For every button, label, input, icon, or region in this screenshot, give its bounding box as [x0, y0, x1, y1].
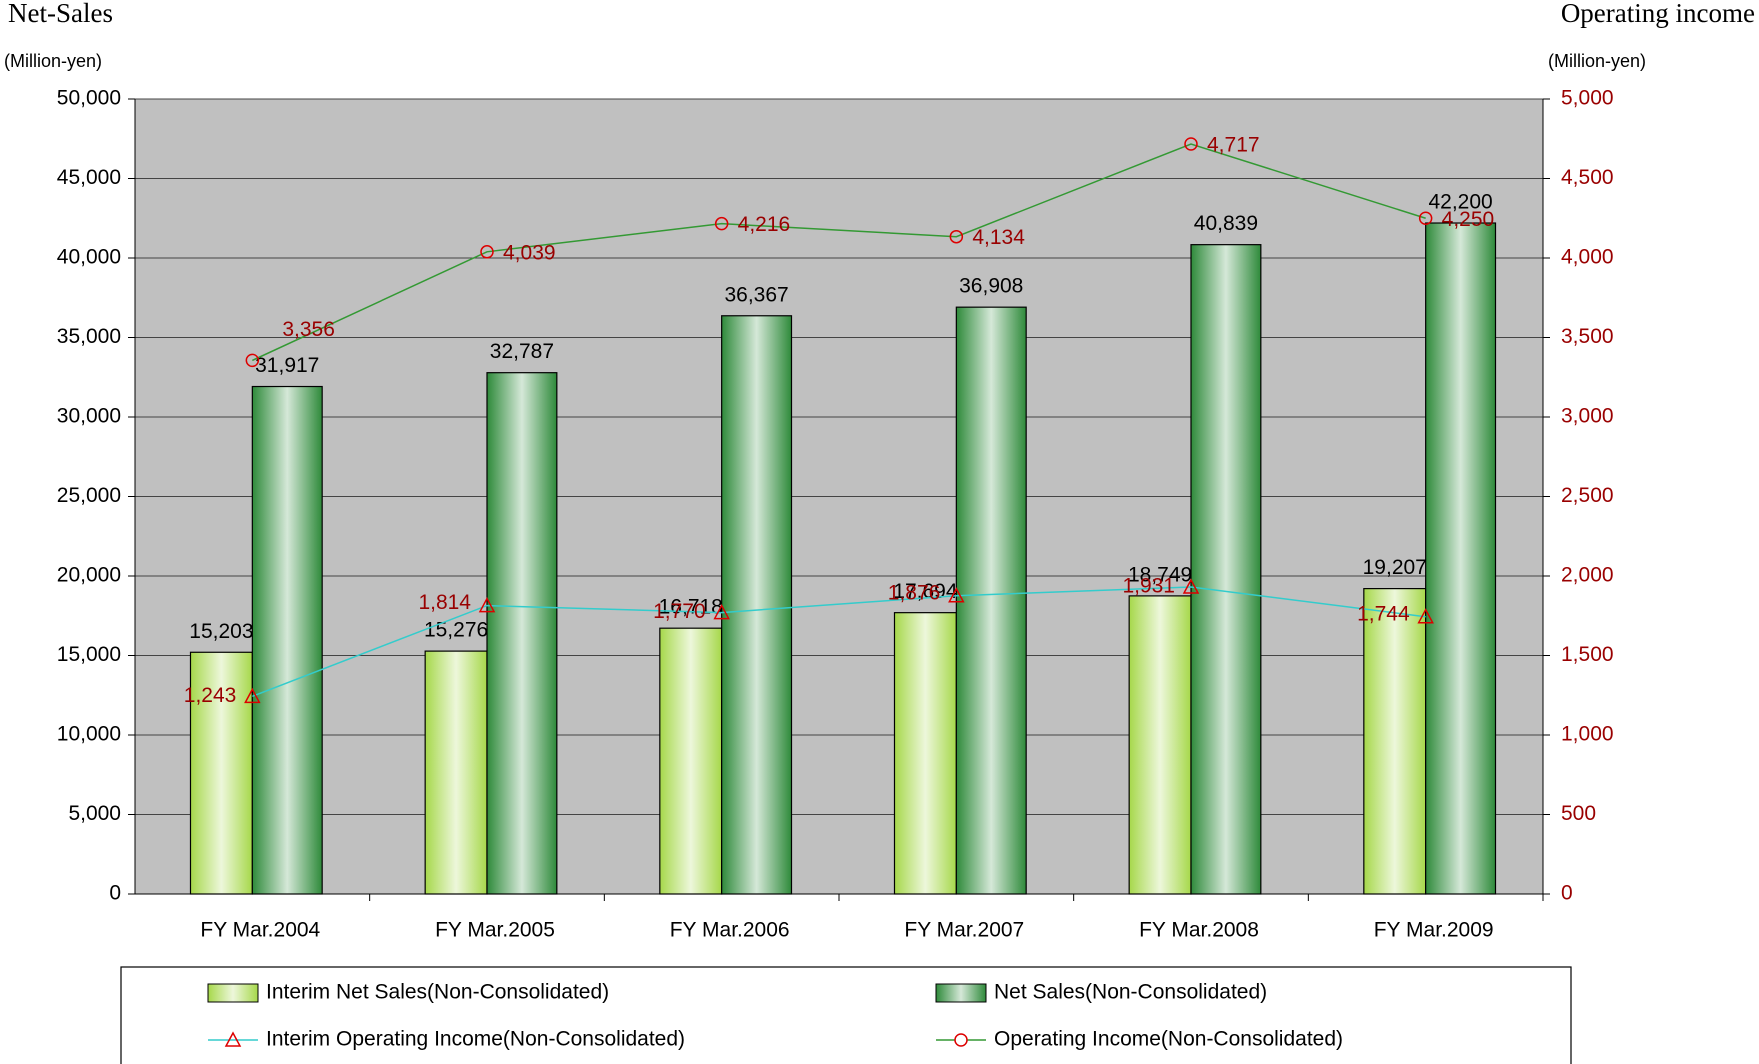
bar-value-label: 19,207: [1363, 556, 1427, 579]
line-value-label: 1,931: [1122, 575, 1175, 598]
line-value-label: 4,216: [738, 213, 791, 236]
line-value-label: 4,039: [503, 241, 556, 264]
legend-marker: [954, 1033, 968, 1047]
marker: [1417, 608, 1434, 624]
y-axis-unit: (Million-yen): [4, 51, 102, 71]
y2-tick-label: 2,000: [1561, 564, 1614, 587]
y2-tick-label: 3,500: [1561, 325, 1614, 348]
bar: [955, 306, 1027, 895]
legend-label: Interim Net Sales(Non-Consolidated): [266, 981, 609, 1004]
y-tick-label: 5,000: [68, 802, 121, 825]
bar-value-label: 36,367: [724, 283, 788, 306]
x-tick-label: FY Mar.2007: [904, 919, 1024, 942]
y-tick-label: 15,000: [57, 643, 121, 666]
y2-tick-label: 500: [1561, 802, 1596, 825]
line-value-label: 4,717: [1207, 134, 1260, 157]
marker: [245, 353, 260, 368]
line-value-label: 1,770: [653, 600, 706, 623]
line-value-label: 1,876: [888, 581, 941, 604]
line-value-label: 3,356: [282, 318, 335, 341]
y2-tick-label: 4,000: [1561, 246, 1614, 269]
line-value-label: 4,250: [1442, 208, 1495, 231]
y-axis-title: Net-Sales: [8, 0, 113, 28]
bar: [1363, 588, 1427, 895]
legend-marker: [224, 1031, 242, 1047]
x-tick-label: FY Mar.2004: [200, 919, 320, 942]
bar: [893, 612, 957, 895]
marker: [714, 216, 729, 231]
bar-value-label: 31,917: [255, 354, 319, 377]
legend-label: Net Sales(Non-Consolidated): [994, 981, 1267, 1004]
bar-value-label: 16,718: [659, 596, 723, 619]
bar-value-label: 36,908: [959, 275, 1023, 298]
bar: [486, 372, 558, 895]
bar: [1128, 595, 1192, 895]
y-tick-label: 25,000: [57, 484, 121, 507]
marker: [713, 603, 730, 620]
y2-tick-label: 0: [1561, 882, 1573, 905]
y2-tick-label: 1,000: [1561, 723, 1614, 746]
bar: [659, 627, 723, 895]
y2-tick-label: 1,500: [1561, 643, 1614, 666]
y2-tick-label: 3,000: [1561, 405, 1614, 428]
legend-box: [120, 966, 1572, 1064]
y-tick-label: 45,000: [57, 166, 121, 189]
x-tick-label: FY Mar.2006: [670, 919, 790, 942]
line: [252, 586, 1426, 698]
bar: [721, 315, 793, 895]
y-tick-label: 40,000: [57, 246, 121, 269]
line-value-label: 1,243: [184, 684, 237, 707]
marker: [478, 596, 496, 613]
y2-tick-label: 5,000: [1561, 87, 1614, 110]
legend-swatch: [935, 983, 987, 1003]
y-tick-label: 35,000: [57, 325, 121, 348]
bar: [1425, 222, 1497, 895]
x-tick-label: FY Mar.2008: [1139, 919, 1259, 942]
legend-label: Operating Income(Non-Consolidated): [994, 1028, 1343, 1051]
bar: [189, 651, 253, 895]
legend-label: Interim Operating Income(Non-Consolidate…: [266, 1028, 685, 1051]
bar: [251, 385, 323, 895]
y-tick-label: 0: [109, 882, 121, 905]
marker: [1184, 137, 1198, 151]
bar-value-label: 40,839: [1194, 212, 1258, 235]
y-tick-label: 50,000: [57, 87, 121, 110]
bar: [1190, 244, 1262, 895]
y2-tick-label: 2,500: [1561, 484, 1614, 507]
legend-swatch: [207, 983, 259, 1003]
bar-value-label: 42,200: [1428, 191, 1492, 214]
line-value-label: 1,744: [1357, 602, 1410, 625]
y-tick-label: 30,000: [57, 405, 121, 428]
marker: [949, 229, 964, 244]
y2-axis-unit: (Million-yen): [1548, 51, 1646, 71]
marker: [1182, 578, 1200, 594]
marker: [1418, 211, 1433, 225]
line-value-label: 1,814: [418, 591, 471, 614]
bar-value-label: 15,203: [189, 620, 253, 643]
x-tick-label: FY Mar.2009: [1374, 919, 1494, 942]
y2-axis-title: Operating income: [1561, 0, 1755, 28]
bar-value-label: 32,787: [490, 340, 554, 363]
marker: [948, 587, 965, 603]
marker: [480, 245, 494, 259]
bar-value-label: 18,749: [1128, 563, 1192, 586]
x-tick-label: FY Mar.2005: [435, 919, 555, 942]
bar: [424, 650, 488, 895]
marker: [244, 687, 261, 704]
y-tick-label: 10,000: [57, 723, 121, 746]
line-value-label: 4,134: [972, 226, 1025, 249]
y-tick-label: 20,000: [57, 564, 121, 587]
bar-value-label: 15,276: [424, 619, 488, 642]
y2-tick-label: 4,500: [1561, 166, 1614, 189]
line: [252, 143, 1426, 362]
